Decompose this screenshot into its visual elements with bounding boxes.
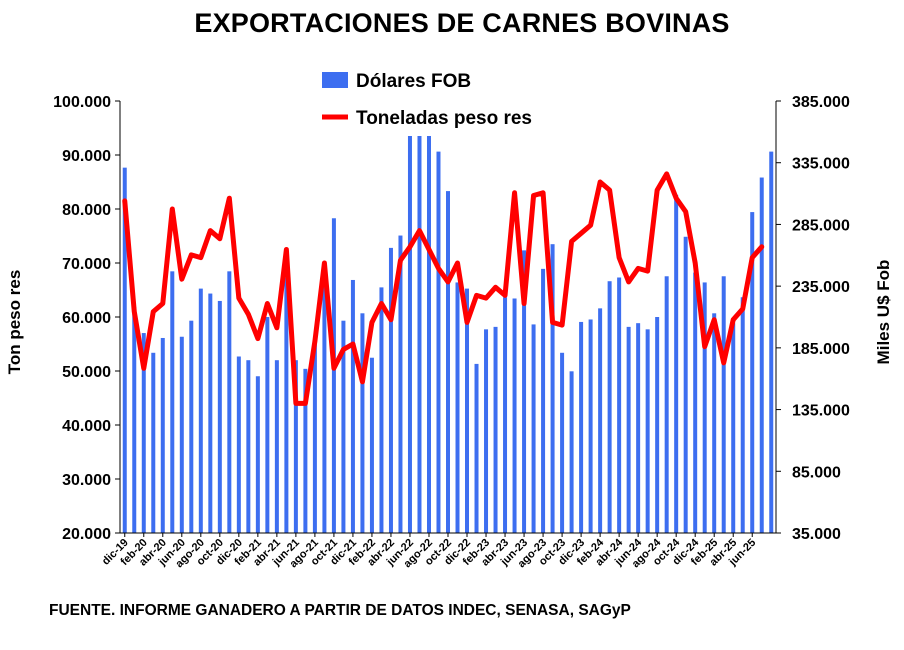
series-line-toneladas xyxy=(122,171,765,406)
bar xyxy=(465,288,470,533)
bar xyxy=(512,298,517,533)
bar xyxy=(151,352,156,533)
bar xyxy=(274,360,279,533)
legend: Dólares FOB Toneladas peso res xyxy=(292,66,592,136)
bar xyxy=(693,272,698,533)
bar xyxy=(550,244,555,533)
right-tick-label: 135.000 xyxy=(792,403,850,420)
source-note: FUENTE. INFORME GANADERO A PARTIR DE DAT… xyxy=(49,602,631,619)
bar xyxy=(636,323,641,533)
right-tick-label: 385.000 xyxy=(792,94,850,111)
bar xyxy=(179,336,184,533)
bar xyxy=(493,326,498,533)
bar xyxy=(217,300,222,533)
left-tick-label: 30.000 xyxy=(62,472,111,489)
left-tick-label: 100.000 xyxy=(53,94,111,111)
bar xyxy=(531,324,536,533)
right-tick-label: 335.000 xyxy=(792,156,850,173)
bar xyxy=(446,191,450,533)
bar xyxy=(208,293,213,533)
left-axis-title: Ton peso res xyxy=(5,270,24,375)
right-tick-label: 285.000 xyxy=(792,217,850,234)
bar xyxy=(160,337,165,533)
legend-label-bars: Dólares FOB xyxy=(356,71,471,92)
bar xyxy=(484,329,489,533)
bars-layer xyxy=(122,129,774,534)
legend-label-line: Toneladas peso res xyxy=(356,108,532,129)
bar xyxy=(455,282,460,533)
chart-svg: 20.000 30.000 40.000 50.000 60.000 70.000 80.0… xyxy=(5,66,893,571)
bar xyxy=(683,236,688,533)
bar xyxy=(398,235,403,534)
bar xyxy=(426,129,431,533)
bar xyxy=(170,271,175,533)
bar xyxy=(569,371,574,533)
right-axis-title: Miles U$ Fob xyxy=(874,260,893,365)
bar xyxy=(617,277,622,533)
bar xyxy=(769,151,774,534)
bar xyxy=(227,271,232,533)
bar xyxy=(522,250,527,533)
right-tick-label: 35.000 xyxy=(792,526,841,543)
bar xyxy=(626,326,631,533)
left-tick-label: 50.000 xyxy=(62,364,111,381)
left-tick-label: 90.000 xyxy=(62,148,111,165)
bar xyxy=(293,360,298,533)
bar xyxy=(417,135,422,533)
bar xyxy=(350,279,355,533)
bar xyxy=(712,313,717,533)
bar xyxy=(740,297,745,533)
bar xyxy=(731,323,736,533)
bar xyxy=(579,321,584,533)
bar xyxy=(560,352,565,533)
bar xyxy=(750,212,755,533)
bar xyxy=(655,317,660,533)
right-tick-label: 185.000 xyxy=(792,341,850,358)
bar xyxy=(388,247,393,533)
bar xyxy=(598,308,603,533)
left-tick-label: 70.000 xyxy=(62,256,111,273)
bar xyxy=(759,177,764,533)
bar xyxy=(141,333,146,533)
bar xyxy=(303,368,308,533)
bar xyxy=(198,288,203,533)
bar xyxy=(122,167,127,533)
bar xyxy=(645,329,650,533)
bar xyxy=(503,297,508,533)
bar xyxy=(702,282,707,533)
right-tick-label: 85.000 xyxy=(792,464,841,481)
bar xyxy=(246,360,251,533)
bar xyxy=(436,151,441,534)
bar xyxy=(588,319,593,533)
bar xyxy=(369,357,374,533)
line-layer xyxy=(122,171,765,406)
bar xyxy=(341,320,346,533)
left-tick-label: 40.000 xyxy=(62,418,111,435)
bar xyxy=(132,307,137,533)
bar xyxy=(189,320,194,533)
bar xyxy=(674,194,679,533)
bar xyxy=(407,133,412,533)
left-tick-label: 60.000 xyxy=(62,310,111,327)
bar xyxy=(360,313,365,533)
bar xyxy=(379,287,384,533)
legend-swatch-bars xyxy=(322,72,348,88)
chart-title: EXPORTACIONES DE CARNES BOVINAS xyxy=(194,8,730,38)
bar xyxy=(322,276,327,533)
bar xyxy=(255,376,260,533)
left-tick-label: 80.000 xyxy=(62,202,111,219)
left-tick-label: 20.000 xyxy=(62,526,111,543)
bar xyxy=(541,268,546,533)
bar xyxy=(474,363,479,533)
bar xyxy=(284,277,289,533)
bar xyxy=(607,281,612,533)
bar xyxy=(312,341,317,533)
bar xyxy=(236,356,241,533)
right-tick-label: 235.000 xyxy=(792,279,850,296)
bar xyxy=(664,276,669,533)
bar xyxy=(265,317,270,533)
bar xyxy=(721,276,726,533)
bar xyxy=(331,218,336,533)
